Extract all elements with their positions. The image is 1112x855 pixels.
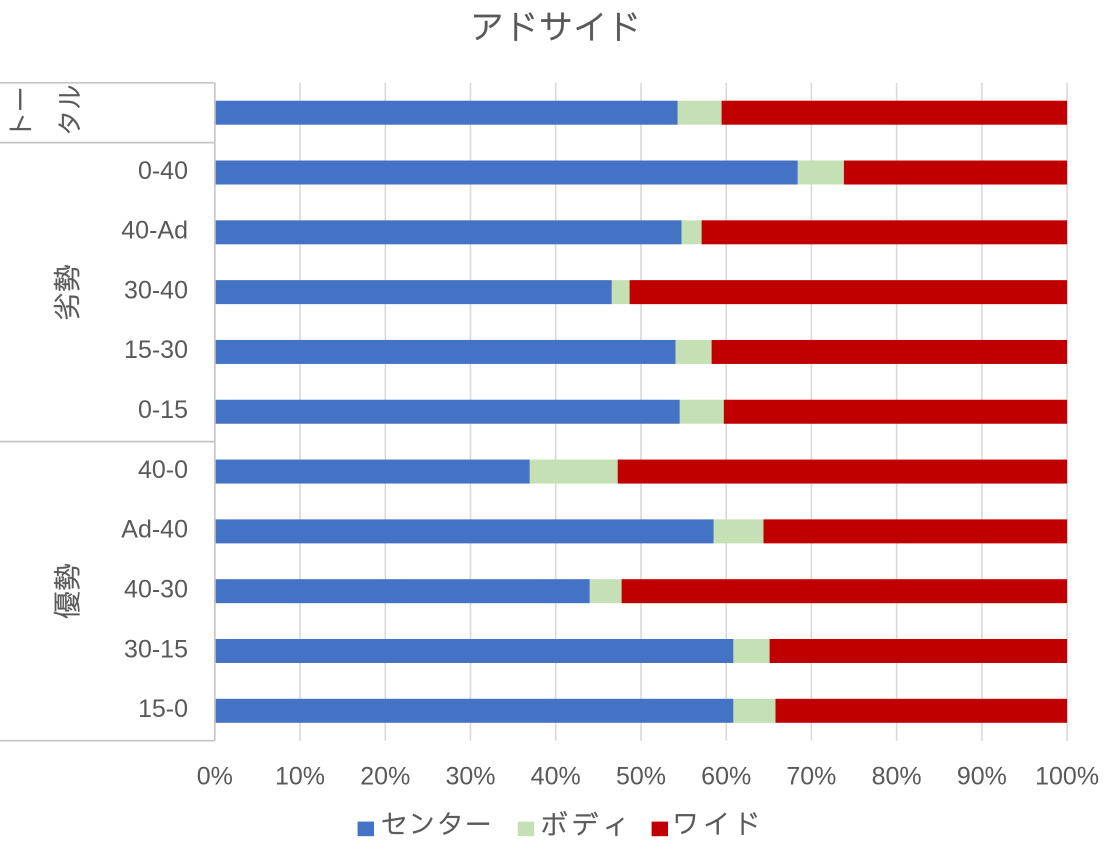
svg-text:50%: 50% [616,763,666,791]
svg-text:100%: 100% [1035,763,1099,791]
svg-text:30-15: 30-15 [124,635,188,663]
svg-text:60%: 60% [701,763,751,791]
svg-text:0-40: 0-40 [138,157,188,185]
svg-text:70%: 70% [786,763,836,791]
svg-text:80%: 80% [872,763,922,791]
svg-text:30%: 30% [445,763,495,791]
svg-text:10%: 10% [275,763,325,791]
svg-text:0%: 0% [197,763,233,791]
svg-text:40-30: 40-30 [124,576,188,604]
svg-text:15-0: 15-0 [138,695,188,723]
svg-text:40-Ad: 40-Ad [121,217,188,245]
svg-text:90%: 90% [957,763,1007,791]
svg-text:40-0: 40-0 [138,456,188,484]
svg-text:30-40: 30-40 [124,276,188,304]
svg-text:0-15: 0-15 [138,396,188,424]
svg-text:20%: 20% [360,763,410,791]
svg-text:Ad-40: Ad-40 [121,516,188,544]
svg-text:15-30: 15-30 [124,336,188,364]
svg-text:40%: 40% [531,763,581,791]
